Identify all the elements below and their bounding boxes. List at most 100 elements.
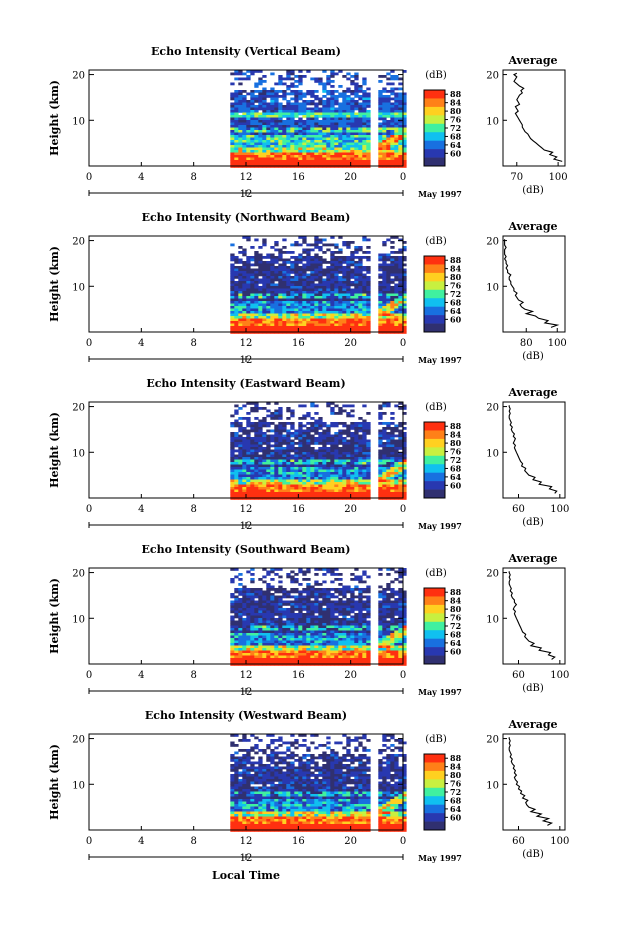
x-tick-label: 20 <box>344 836 357 847</box>
profile-y-tick-label: 20 <box>486 71 499 82</box>
profile-frame <box>502 401 566 499</box>
x-tick-label: 20 <box>344 670 357 681</box>
colorbar-swatch <box>424 289 445 299</box>
x-tick-label: 0 <box>400 172 406 183</box>
colorbar-swatch <box>424 149 445 158</box>
colorbar-tick-label: 64 <box>450 804 462 814</box>
day-tick-label: 12 <box>240 355 253 366</box>
colorbar-swatch <box>424 472 445 482</box>
x-tick-label: 12 <box>240 670 253 681</box>
y-tick-label: 20 <box>72 569 85 580</box>
x-tick-label: 0 <box>86 172 92 183</box>
colorbar-tick-label: 72 <box>450 787 461 797</box>
colorbar-tick-label: 80 <box>450 770 462 780</box>
colorbar-tick-label: 60 <box>450 646 462 656</box>
colorbar-tick-label: 72 <box>450 455 461 465</box>
echo-field <box>230 236 407 334</box>
y-tick-label: 10 <box>72 448 85 459</box>
colorbar-tick-label: 84 <box>450 98 462 108</box>
colorbar-swatch <box>424 655 445 665</box>
colorbar-tick-label: 76 <box>450 779 462 789</box>
x-tick-label: 12 <box>240 836 253 847</box>
colorbar-swatch <box>424 638 445 648</box>
y-axis-label: Height (km) <box>48 246 61 322</box>
colorbar-tick-label: 76 <box>450 115 462 125</box>
panel-1: Echo Intensity (Vertical Beam) 20 10 Height… <box>48 45 568 200</box>
x-tick-label: 0 <box>86 338 92 349</box>
colorbar-tick-label: 76 <box>450 281 462 291</box>
profile-x-tick-label: 100 <box>550 670 569 681</box>
colorbar-swatch <box>424 281 445 291</box>
profile-x-tick-label: 60 <box>512 836 525 847</box>
panel-4: Echo Intensity (Southward Beam) 20 10 Heigh… <box>48 543 569 698</box>
profile-frame <box>502 69 566 167</box>
colorbar-swatch <box>424 796 445 805</box>
colorbar-tick-label: 76 <box>450 447 462 457</box>
day-tick-label: 12 <box>240 687 253 698</box>
profile-frame <box>502 567 566 665</box>
y-axis-label: Height (km) <box>48 412 61 488</box>
profile-x-tick-label: 70 <box>510 172 523 183</box>
colorbar-swatch <box>424 647 445 656</box>
colorbar-swatch <box>424 438 445 448</box>
date-label: May 1997 <box>418 355 462 365</box>
colorbar-tick-label: 88 <box>450 753 462 763</box>
colorbar-tick-label: 88 <box>450 421 462 431</box>
y-tick-label: 20 <box>72 735 85 746</box>
colorbar-swatch <box>424 813 445 822</box>
profile-line <box>508 571 556 660</box>
colorbar-swatch <box>424 596 445 606</box>
colorbar-swatch <box>424 106 445 116</box>
colorbar-tick-label: 80 <box>450 438 462 448</box>
y-tick-label: 10 <box>72 116 85 127</box>
x-tick-label: 0 <box>86 670 92 681</box>
colorbar-swatch <box>424 115 445 125</box>
colorbar-swatch <box>424 464 445 473</box>
x-tick-label: 0 <box>400 836 406 847</box>
colorbar-swatch <box>424 323 445 333</box>
colorbar-tick-label: 64 <box>450 140 462 150</box>
profile-y-tick-label: 10 <box>486 780 499 791</box>
profile-y-tick-label: 10 <box>486 282 499 293</box>
colorbar-swatch <box>424 804 445 814</box>
colorbar-tick-label: 60 <box>450 314 462 324</box>
y-tick-label: 10 <box>72 282 85 293</box>
colorbar-swatch <box>424 140 445 150</box>
x-axis-label: Local Time <box>212 869 280 882</box>
colorbar-tick-label: 68 <box>450 297 462 307</box>
y-tick-label: 10 <box>72 780 85 791</box>
colorbar-tick-label: 64 <box>450 306 462 316</box>
colorbar-swatch <box>424 298 445 307</box>
x-tick-label: 4 <box>138 836 144 847</box>
colorbar-swatch <box>424 821 445 831</box>
profile-x-label: (dB) <box>522 185 544 196</box>
colorbar-tick-label: 88 <box>450 255 462 265</box>
x-tick-label: 20 <box>344 338 357 349</box>
date-label: May 1997 <box>418 189 462 199</box>
x-tick-label: 8 <box>190 504 196 515</box>
x-tick-label: 16 <box>292 504 305 515</box>
profile-x-tick-label: 100 <box>550 504 569 515</box>
colorbar-tick-label: 60 <box>450 812 462 822</box>
colorbar-tick-label: 80 <box>450 604 462 614</box>
colorbar-tick-label: 64 <box>450 472 462 482</box>
panel-title: Echo Intensity (Northward Beam) <box>142 211 351 224</box>
colorbar-swatch <box>424 422 445 431</box>
colorbar-swatch <box>424 604 445 614</box>
colorbar-swatch <box>424 787 445 797</box>
profile-line <box>508 737 554 826</box>
x-tick-label: 20 <box>344 504 357 515</box>
colorbar-tick-label: 76 <box>450 613 462 623</box>
profile-x-tick-label: 60 <box>512 504 525 515</box>
profile-x-label: (dB) <box>522 683 544 694</box>
colorbar-swatch <box>424 588 445 597</box>
echo-field <box>230 402 407 500</box>
x-tick-label: 12 <box>240 504 253 515</box>
colorbar-swatch <box>424 447 445 457</box>
profile-frame <box>502 235 566 333</box>
profile-y-tick-label: 10 <box>486 448 499 459</box>
x-tick-label: 16 <box>292 670 305 681</box>
profile-title: Average <box>507 552 557 565</box>
x-tick-label: 8 <box>190 836 196 847</box>
colorbar-tick-label: 84 <box>450 430 462 440</box>
